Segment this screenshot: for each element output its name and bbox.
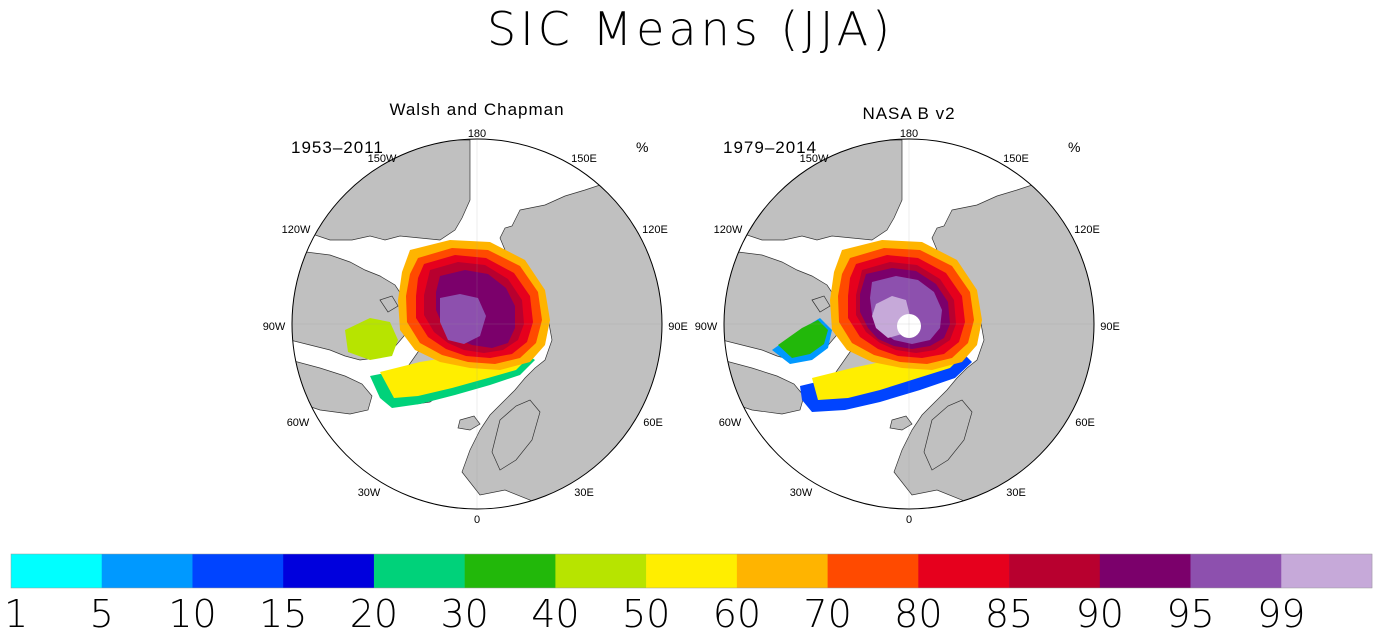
map-unit: %	[1068, 139, 1080, 155]
colorbar-tick-label: 95	[1166, 592, 1214, 636]
lon-label: 30W	[358, 487, 381, 499]
lon-label: 180	[468, 128, 486, 140]
colorbar-tick-label: 10	[168, 592, 216, 636]
lon-label: 150E	[1003, 153, 1029, 165]
colorbar-tick-label: 60	[713, 592, 761, 636]
colorbar-swatch	[11, 554, 103, 588]
colorbar-swatch	[101, 554, 193, 588]
colorbar-swatch	[464, 554, 556, 588]
lon-label: 60E	[1075, 417, 1095, 429]
map-content	[292, 139, 662, 509]
colorbar-tick-label: 70	[803, 592, 851, 636]
lon-label: 150W	[368, 153, 397, 165]
lon-label: 30E	[574, 487, 594, 499]
colorbar-tick-label: 50	[622, 592, 670, 636]
lon-label: 180	[900, 128, 918, 140]
lon-label: 30W	[790, 487, 813, 499]
map-content	[724, 139, 1094, 509]
sea-ice-field	[345, 240, 550, 408]
graticule	[292, 139, 662, 509]
colorbar-tick-label: 80	[894, 592, 942, 636]
lon-label: 90E	[668, 321, 688, 333]
colorbar-swatch	[192, 554, 284, 588]
colorbar-tick-label: 85	[985, 592, 1033, 636]
ice-band-40	[345, 318, 398, 360]
lon-label: 30E	[1006, 487, 1026, 499]
map-period: 1979–2014	[723, 138, 817, 157]
colorbar-swatch	[918, 554, 1010, 588]
lon-label: 120W	[714, 224, 743, 236]
colorbar-tick-label: 1	[4, 592, 28, 636]
lon-label: 0	[906, 514, 912, 526]
lon-label: 120W	[282, 224, 311, 236]
colorbar: 1 5 10 15 20 30 40 50 60 70 80 85 90 95 99	[4, 553, 1373, 636]
map-nasa-b-v2: NASA B v2 1979–2014 %	[695, 104, 1120, 526]
lon-label: 60W	[719, 417, 742, 429]
colorbar-tick-label: 40	[531, 592, 579, 636]
colorbar-swatch	[283, 554, 375, 588]
colorbar-swatch	[1281, 554, 1373, 588]
map-border	[723, 138, 1095, 510]
colorbar-tick-label: 15	[259, 592, 307, 636]
lon-label: 90W	[263, 321, 286, 333]
lon-label: 60E	[643, 417, 663, 429]
colorbar-swatch	[373, 554, 465, 588]
lon-label: 150W	[800, 153, 829, 165]
lon-labels: 180 150W 150E 120W 120E 90W 90E 60W 60E …	[695, 128, 1120, 526]
map-subtitle: Walsh and Chapman	[389, 100, 564, 119]
lon-label: 90W	[695, 321, 718, 333]
map-subtitle: NASA B v2	[862, 104, 955, 123]
lon-label: 120E	[642, 224, 668, 236]
colorbar-swatch	[646, 554, 738, 588]
colorbar-swatch	[1190, 554, 1282, 588]
ice-band-95	[440, 294, 486, 344]
colorbar-tick-label: 5	[90, 592, 114, 636]
ice-band-30	[778, 320, 828, 358]
colorbar-tick-label: 90	[1076, 592, 1124, 636]
lon-label: 90E	[1100, 321, 1120, 333]
colorbar-border	[10, 553, 1373, 589]
lon-label: 150E	[571, 153, 597, 165]
colorbar-swatch	[827, 554, 919, 588]
map-walsh-chapman: Walsh and Chapman 1953–2011 %	[263, 100, 688, 526]
colorbar-tick-label: 20	[350, 592, 398, 636]
lon-labels: 180 150W 150E 120W 120E 90W 90E 60W 60E …	[263, 128, 688, 526]
main-title: SIC Means (JJA)	[486, 2, 895, 56]
map-unit: %	[636, 139, 648, 155]
map-border	[291, 138, 663, 510]
colorbar-swatch	[555, 554, 647, 588]
graticule	[724, 139, 1094, 509]
colorbar-tick-label: 30	[440, 592, 488, 636]
lon-label: 0	[474, 514, 480, 526]
lon-label: 120E	[1074, 224, 1100, 236]
colorbar-swatch	[1099, 554, 1191, 588]
map-period: 1953–2011	[291, 138, 384, 157]
sea-ice-field	[772, 240, 982, 412]
colorbar-tick-label: 99	[1257, 592, 1305, 636]
colorbar-swatch	[1009, 554, 1101, 588]
lon-label: 60W	[287, 417, 310, 429]
colorbar-swatch	[736, 554, 828, 588]
